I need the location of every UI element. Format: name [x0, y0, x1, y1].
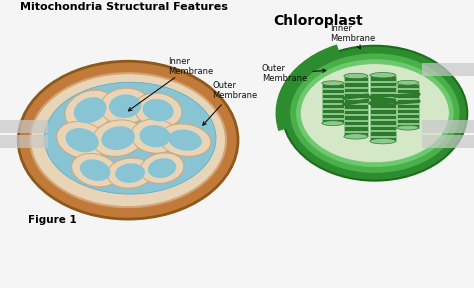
- Bar: [370, 115, 396, 119]
- Bar: [397, 99, 419, 103]
- Bar: [344, 93, 368, 98]
- Bar: [322, 84, 344, 88]
- Bar: [397, 119, 419, 123]
- Bar: [344, 105, 368, 109]
- Ellipse shape: [159, 124, 211, 156]
- Bar: [397, 124, 419, 128]
- Bar: [344, 110, 368, 114]
- Ellipse shape: [344, 73, 368, 79]
- Ellipse shape: [143, 99, 173, 121]
- Ellipse shape: [322, 81, 344, 86]
- Bar: [370, 126, 396, 130]
- Ellipse shape: [397, 80, 419, 85]
- Text: Figure 1: Figure 1: [28, 215, 77, 225]
- Bar: [370, 93, 396, 97]
- Text: Chloroplast: Chloroplast: [273, 14, 363, 28]
- Ellipse shape: [148, 158, 176, 178]
- Ellipse shape: [92, 120, 144, 156]
- Bar: [370, 109, 396, 114]
- Text: Inner
Membrane: Inner Membrane: [128, 56, 213, 111]
- Ellipse shape: [44, 82, 216, 194]
- Text: Outer
Membrane: Outer Membrane: [203, 81, 257, 125]
- Ellipse shape: [65, 90, 115, 130]
- Bar: [422, 120, 474, 133]
- Bar: [322, 119, 344, 123]
- Ellipse shape: [72, 154, 118, 187]
- Bar: [344, 77, 368, 82]
- Bar: [397, 104, 419, 108]
- Bar: [0, 135, 48, 148]
- Ellipse shape: [140, 153, 184, 183]
- Bar: [0, 120, 48, 133]
- Bar: [370, 87, 396, 92]
- Ellipse shape: [370, 139, 396, 144]
- Ellipse shape: [322, 121, 344, 126]
- Ellipse shape: [344, 134, 368, 139]
- Ellipse shape: [30, 73, 226, 207]
- Ellipse shape: [109, 94, 141, 118]
- Bar: [344, 121, 368, 125]
- Bar: [322, 94, 344, 98]
- Ellipse shape: [57, 122, 108, 159]
- Ellipse shape: [290, 53, 460, 174]
- Ellipse shape: [131, 119, 179, 153]
- Bar: [322, 104, 344, 108]
- Bar: [322, 99, 344, 103]
- Bar: [370, 131, 396, 136]
- Bar: [397, 114, 419, 118]
- Bar: [397, 89, 419, 93]
- Ellipse shape: [115, 163, 145, 183]
- Ellipse shape: [370, 73, 396, 78]
- Ellipse shape: [301, 64, 449, 163]
- Ellipse shape: [168, 130, 202, 151]
- Ellipse shape: [107, 158, 153, 188]
- Bar: [322, 109, 344, 113]
- Text: Mitochondria Structural Features: Mitochondria Structural Features: [20, 2, 228, 12]
- Bar: [370, 76, 396, 81]
- Bar: [397, 109, 419, 113]
- Bar: [344, 88, 368, 92]
- Bar: [344, 126, 368, 131]
- Ellipse shape: [101, 126, 135, 150]
- Bar: [344, 132, 368, 137]
- Bar: [370, 137, 396, 141]
- Ellipse shape: [100, 88, 150, 124]
- Ellipse shape: [74, 97, 107, 123]
- Ellipse shape: [134, 93, 182, 127]
- Ellipse shape: [295, 59, 454, 168]
- Ellipse shape: [80, 159, 110, 181]
- Ellipse shape: [18, 61, 238, 219]
- Bar: [422, 63, 474, 76]
- Ellipse shape: [397, 125, 419, 130]
- Bar: [370, 98, 396, 103]
- Text: Outer
Membrane: Outer Membrane: [262, 64, 326, 83]
- Bar: [370, 104, 396, 108]
- Bar: [344, 115, 368, 120]
- Bar: [397, 94, 419, 98]
- Bar: [370, 120, 396, 125]
- Bar: [397, 84, 419, 88]
- Ellipse shape: [139, 125, 171, 147]
- Bar: [322, 114, 344, 118]
- Bar: [322, 89, 344, 93]
- Bar: [344, 82, 368, 87]
- Bar: [344, 99, 368, 103]
- Ellipse shape: [283, 46, 467, 181]
- Text: Inner
Membrane: Inner Membrane: [330, 24, 375, 49]
- Bar: [422, 135, 474, 148]
- Ellipse shape: [65, 128, 99, 152]
- Bar: [370, 82, 396, 86]
